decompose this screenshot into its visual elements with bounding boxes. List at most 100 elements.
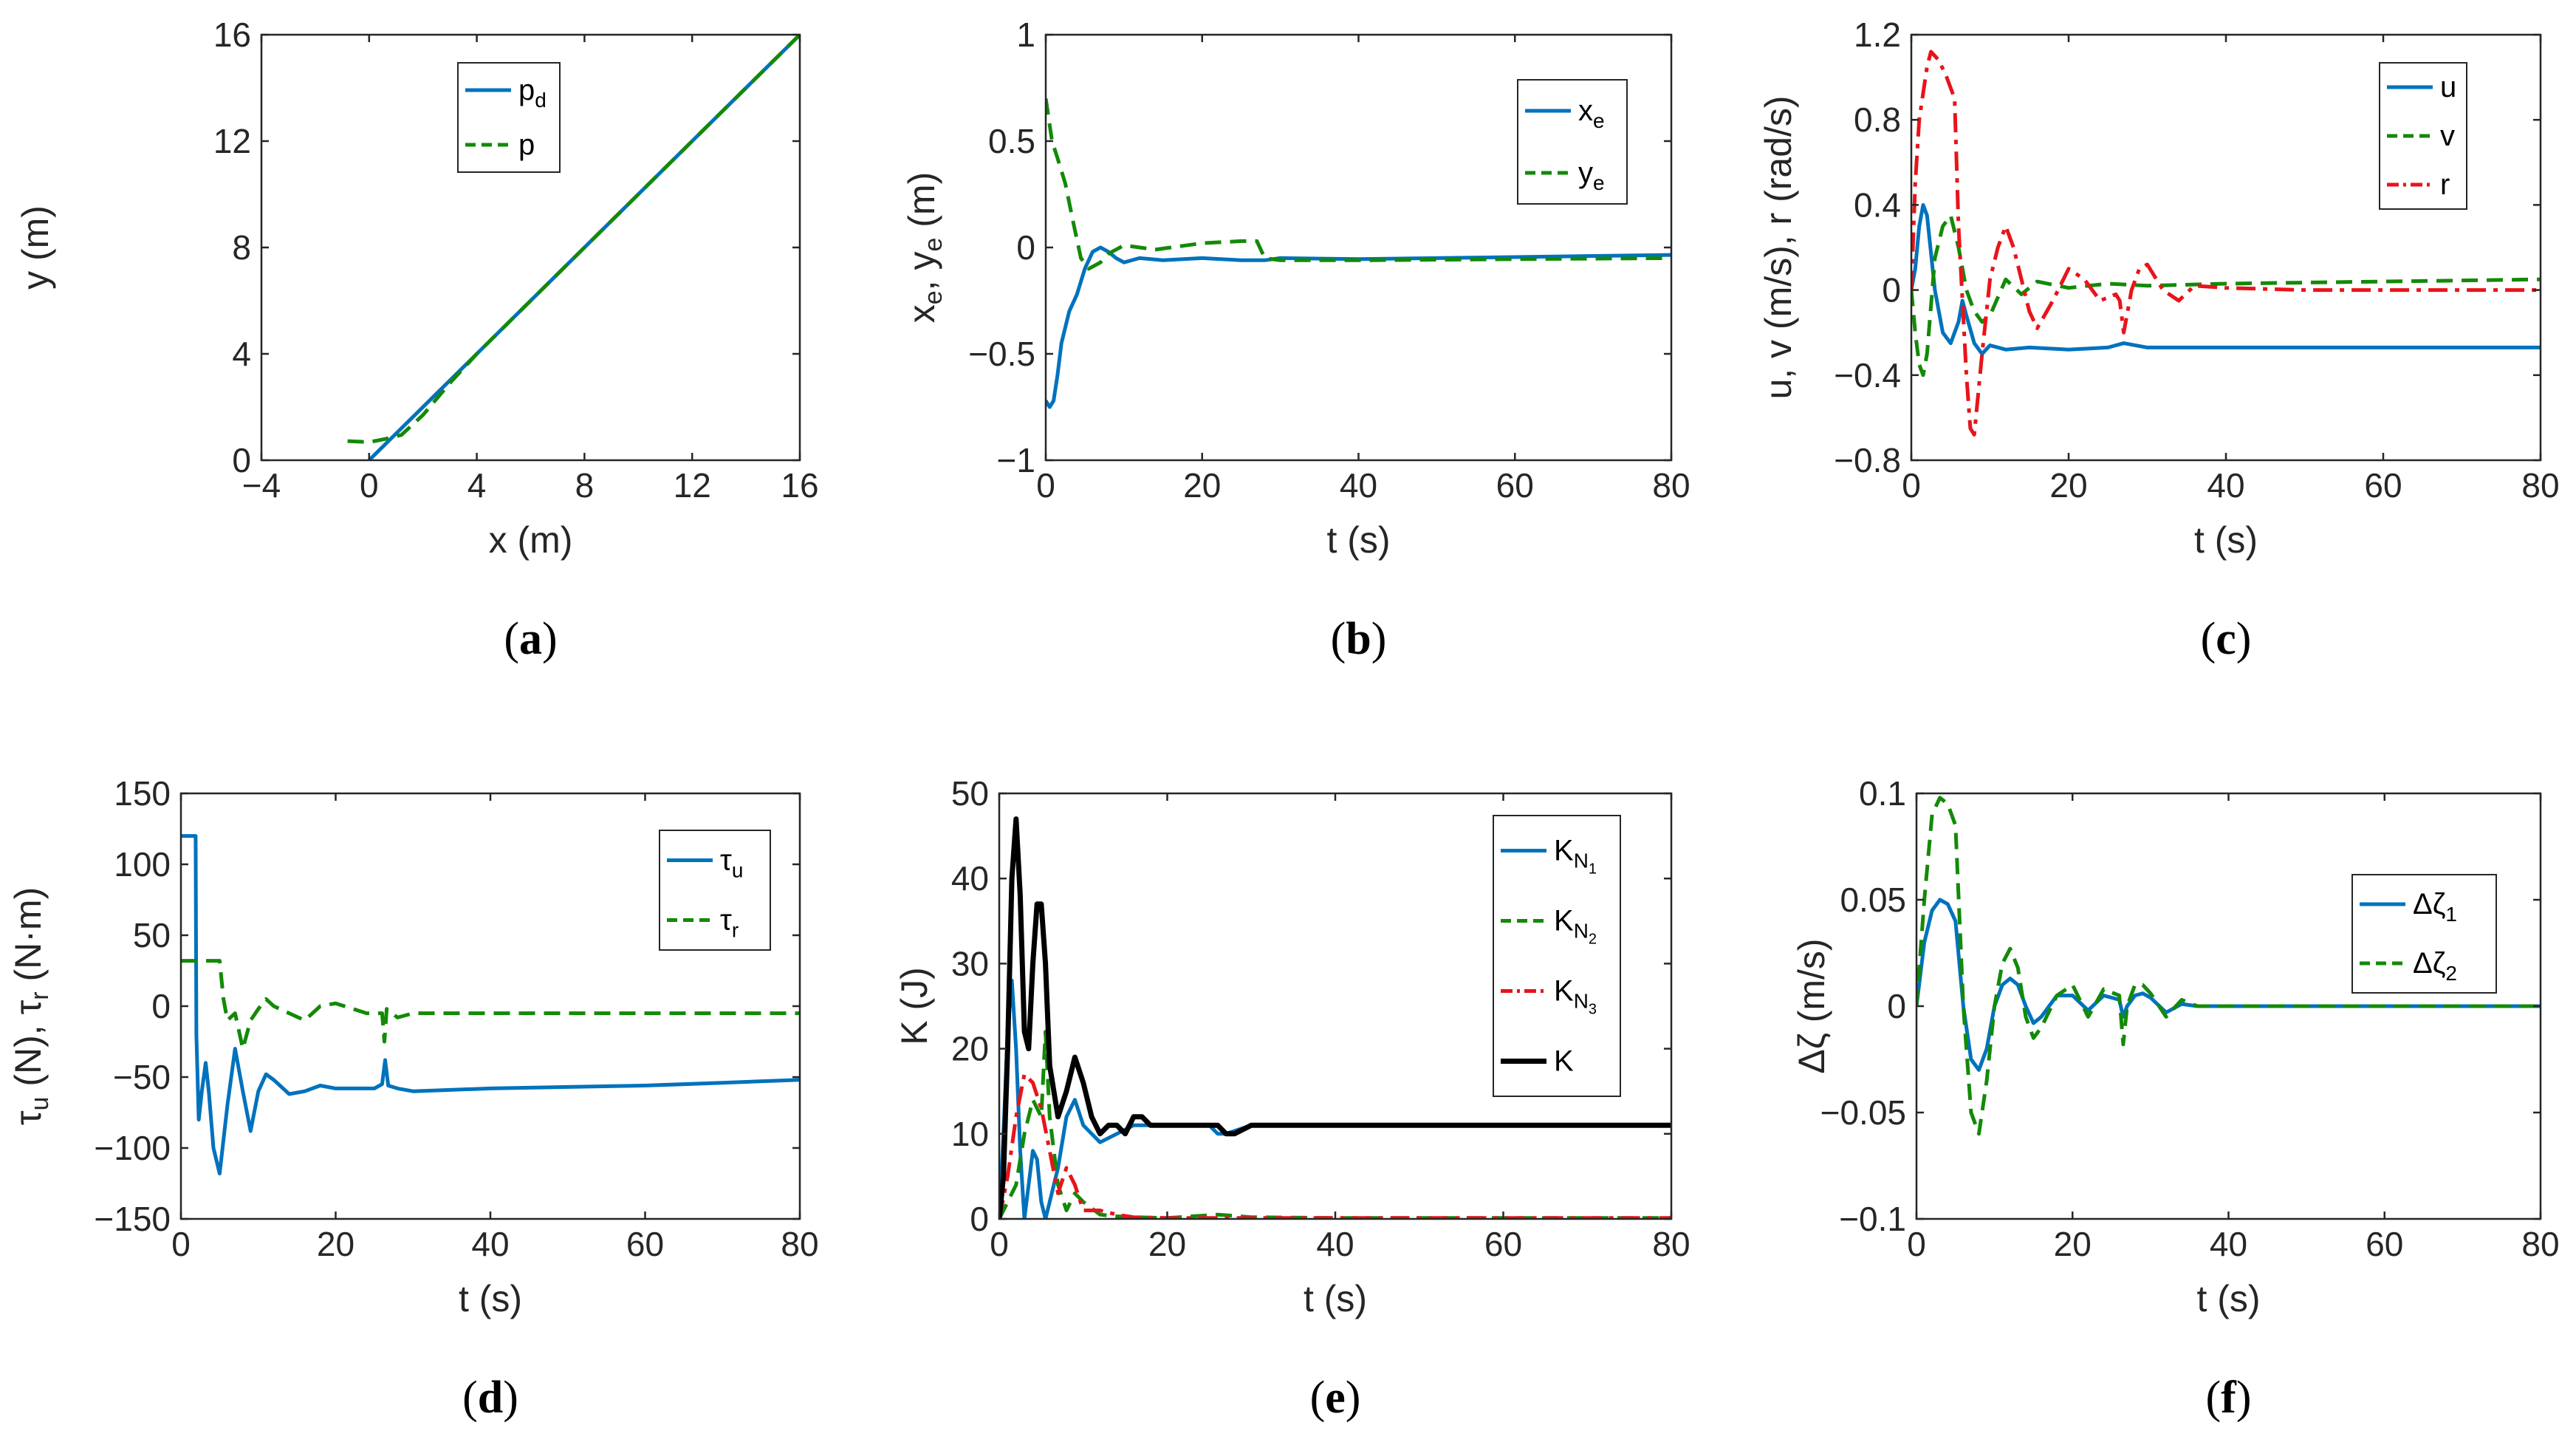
legend-label: Δζ2 xyxy=(2413,947,2457,985)
legend-label: K xyxy=(1554,1045,1574,1078)
series-group-a xyxy=(347,35,800,460)
x-tick-label: 20 xyxy=(1183,466,1221,505)
x-axis-label: t (s) xyxy=(2194,519,2258,561)
y-tick-label: −100 xyxy=(94,1129,171,1167)
x-tick-label: 60 xyxy=(1484,1225,1522,1263)
panel-b: 0 20 40 60 80 −1 −0.5 0 0.5 1 t (s) xe​, ye​ (m) xe y… xyxy=(901,16,1690,664)
panel-caption: (f) xyxy=(2206,1373,2252,1423)
series-line-e-3 xyxy=(999,816,1671,1219)
y-tick-label: −1 xyxy=(997,441,1035,479)
series-line-c-2 xyxy=(1911,49,2541,437)
series-line-d-1 xyxy=(181,959,800,1051)
legend-f: Δζ1 Δζ2 xyxy=(2351,874,2497,994)
y-axis-label: τu​ (N), τr​ (N·m) xyxy=(7,887,54,1125)
series-line-d-0 xyxy=(181,834,800,1176)
legend-box xyxy=(1493,815,1621,1097)
legend-label: u xyxy=(2440,71,2456,103)
legend-label: Δζ1 xyxy=(2413,888,2457,926)
legend-c: uvr xyxy=(2379,62,2467,210)
legend-box xyxy=(2351,874,2497,994)
y-axis-label: Δζ (m/s) xyxy=(1791,938,1832,1073)
x-tick-label: −4 xyxy=(242,466,281,505)
panel-caption: (e) xyxy=(1310,1373,1361,1423)
y-tick-label: 20 xyxy=(951,1030,989,1068)
y-tick-label: 0.4 xyxy=(1854,185,1901,224)
x-axis-label: t (s) xyxy=(1304,1278,1367,1319)
y-tick-label: 0.1 xyxy=(1859,774,1906,813)
y-axis-label: K (J) xyxy=(894,967,935,1045)
x-tick-label: 80 xyxy=(1652,466,1690,505)
x-tick-label: 80 xyxy=(1652,1225,1690,1263)
y-tick-label: 0 xyxy=(232,441,251,479)
x-tick-label: 40 xyxy=(2207,466,2244,505)
y-tick-label: 0.05 xyxy=(1840,881,1906,919)
x-tick-label: 80 xyxy=(2521,1225,2559,1263)
series-line-e-0 xyxy=(999,978,1671,1219)
x-tick-label: 20 xyxy=(1148,1225,1186,1263)
x-tick-label: 12 xyxy=(674,466,711,505)
series-group-f xyxy=(1916,796,2541,1136)
y-tick-label: −0.5 xyxy=(968,335,1035,373)
x-tick-label: 60 xyxy=(626,1225,664,1263)
series-line-f-1 xyxy=(1916,796,2541,1136)
x-axis-label: t (s) xyxy=(1326,519,1390,561)
legend-label: xe xyxy=(1578,95,1605,132)
legend-label: r xyxy=(2440,168,2450,201)
legend-label: KN3 xyxy=(1554,975,1597,1018)
y-tick-label: 0 xyxy=(970,1200,989,1238)
panel-caption: (b) xyxy=(1331,614,1387,664)
x-tick-label: 60 xyxy=(1496,466,1534,505)
y-tick-label: 50 xyxy=(133,916,171,954)
y-tick-label: 1 xyxy=(1016,16,1035,54)
x-tick-label: 40 xyxy=(1316,1225,1354,1263)
y-tick-label: 40 xyxy=(951,859,989,898)
series-line-c-0 xyxy=(1911,202,2541,356)
series-line-a-1 xyxy=(347,35,800,444)
y-tick-label: −0.1 xyxy=(1839,1200,1906,1238)
x-tick-label: 8 xyxy=(575,466,595,505)
x-tick-label: 40 xyxy=(2210,1225,2247,1263)
x-tick-label: 0 xyxy=(360,466,379,505)
series-group-b xyxy=(1046,98,1671,409)
legend-label: p xyxy=(518,129,535,161)
legend-label: v xyxy=(2440,120,2455,152)
y-tick-label: 4 xyxy=(232,335,251,373)
y-tick-label: 50 xyxy=(951,774,989,813)
x-axis-label: t (s) xyxy=(459,1278,522,1319)
y-axis-label: xe​, ye​ (m) xyxy=(901,172,948,323)
x-axis-label: x (m) xyxy=(489,519,573,561)
x-tick-label: 4 xyxy=(467,466,487,505)
y-tick-label: 150 xyxy=(114,774,171,813)
y-tick-label: 0.5 xyxy=(988,122,1035,160)
y-tick-label: −150 xyxy=(94,1200,171,1238)
legend-box xyxy=(659,830,771,951)
x-tick-label: 60 xyxy=(2366,1225,2403,1263)
panel-caption: (a) xyxy=(504,614,557,664)
y-tick-label: 0 xyxy=(1016,228,1035,267)
legend-label: KN1 xyxy=(1554,835,1597,878)
panel-caption: (c) xyxy=(2201,614,2252,664)
y-tick-label: −0.8 xyxy=(1834,441,1901,479)
series-line-e-1 xyxy=(999,1030,1671,1219)
legend-label: pd xyxy=(518,74,547,112)
x-tick-label: 60 xyxy=(2364,466,2402,505)
series-group-c xyxy=(1911,49,2541,437)
panel-caption: (d) xyxy=(462,1373,518,1423)
legend-box xyxy=(1517,79,1628,205)
x-tick-label: 0 xyxy=(1902,466,1921,505)
x-tick-label: 20 xyxy=(2049,466,2087,505)
legend-d: τu τr xyxy=(659,830,771,951)
y-tick-label: 30 xyxy=(951,944,989,983)
y-tick-label: 0 xyxy=(1887,987,1906,1025)
y-axis-label: y (m) xyxy=(15,205,56,290)
y-tick-label: 0.8 xyxy=(1854,100,1901,139)
panel-c: 0 20 40 60 80 −0.8 −0.4 0 0.4 0.8 1.2 t (s) u, v (m/… xyxy=(1758,16,2560,664)
y-tick-label: −0.05 xyxy=(1820,1093,1906,1132)
legend-b: xe ye xyxy=(1517,79,1628,205)
y-tick-label: 1.2 xyxy=(1854,16,1901,54)
y-tick-label: 100 xyxy=(114,845,171,884)
series-line-c-1 xyxy=(1911,213,2541,377)
